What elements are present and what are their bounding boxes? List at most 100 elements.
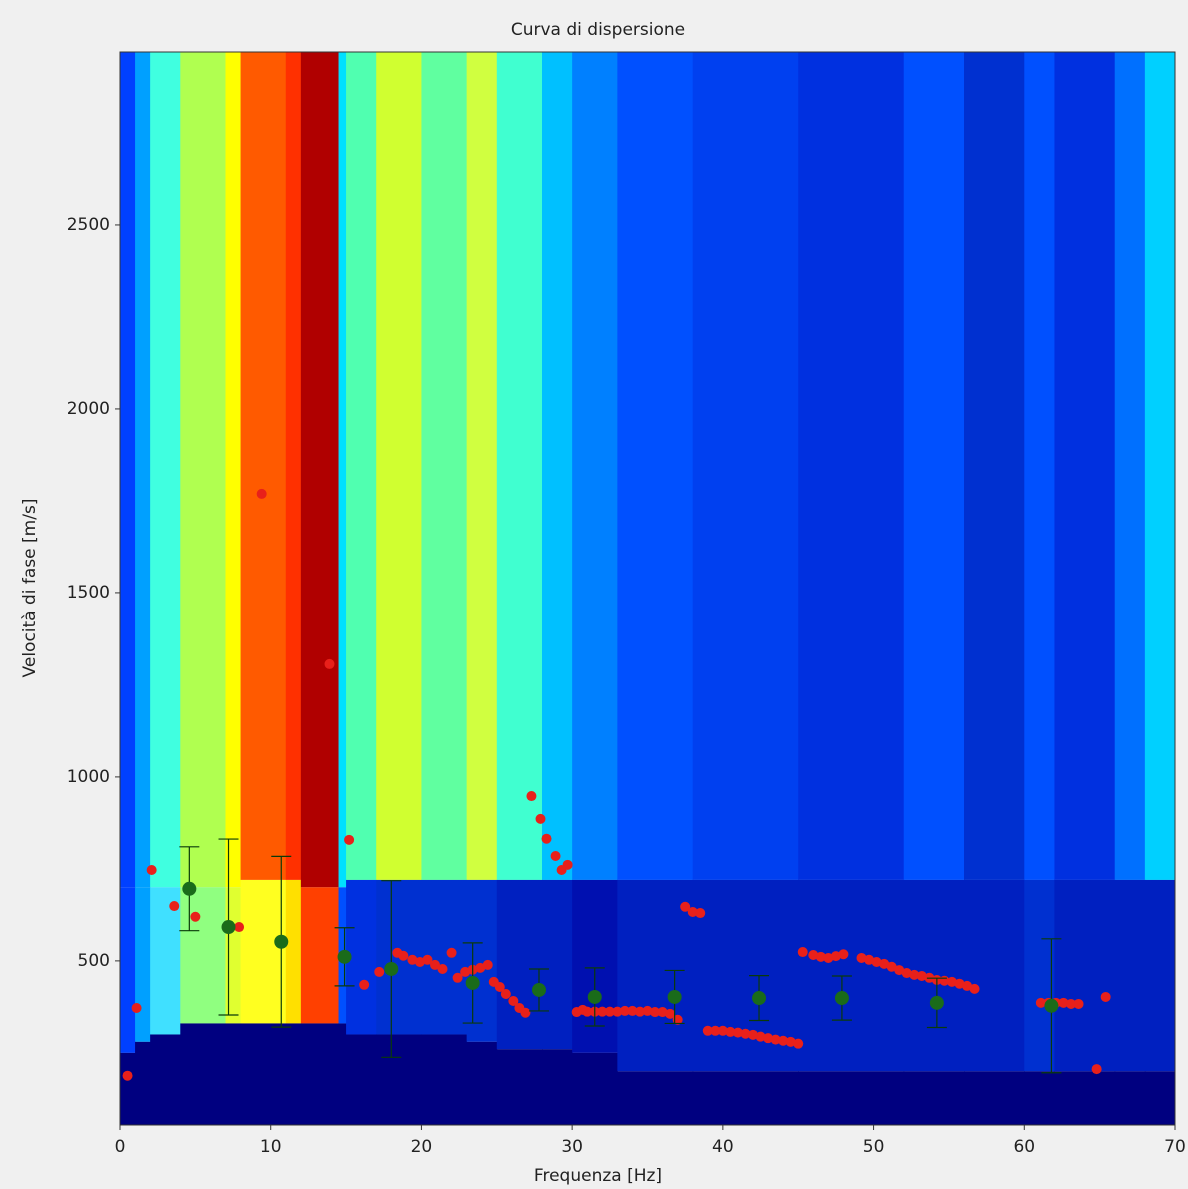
heatmap-top bbox=[338, 52, 347, 888]
picked-point bbox=[871, 956, 882, 967]
picked-point bbox=[437, 963, 448, 974]
heatmap-top bbox=[346, 52, 377, 880]
picked-point bbox=[732, 1027, 743, 1038]
picked-point bbox=[702, 1025, 713, 1036]
mean-point bbox=[587, 989, 602, 1004]
heatmap-base bbox=[135, 1041, 151, 1125]
heatmap-top bbox=[376, 52, 422, 880]
picked-point bbox=[414, 956, 425, 967]
picked-point bbox=[962, 980, 973, 991]
heatmap-top bbox=[120, 52, 136, 888]
heatmap-base bbox=[1114, 1071, 1146, 1125]
picked-point bbox=[475, 962, 486, 973]
x-tick-label: 50 bbox=[863, 1137, 885, 1157]
x-axis-label: Frequenza [Hz] bbox=[534, 1166, 662, 1186]
x-tick-label: 70 bbox=[1164, 1137, 1186, 1157]
picked-point bbox=[687, 906, 698, 917]
heatmap-base bbox=[1144, 1071, 1176, 1125]
picked-point bbox=[234, 922, 245, 933]
picked-point bbox=[398, 950, 409, 961]
picked-point bbox=[778, 1035, 789, 1046]
heatmap-top bbox=[903, 52, 965, 880]
heatmap-mid bbox=[240, 879, 287, 1024]
chart-title: Curva di dispersione bbox=[511, 20, 685, 40]
heatmap-top bbox=[572, 52, 618, 880]
picked-point bbox=[627, 1005, 638, 1016]
heatmap-base bbox=[338, 1023, 347, 1125]
y-axis-label: Velocità di fase [m/s] bbox=[20, 499, 40, 678]
picked-point bbox=[717, 1025, 728, 1036]
picked-point bbox=[954, 978, 965, 989]
picked-point bbox=[916, 970, 927, 981]
y-tick-label: 500 bbox=[78, 951, 110, 971]
picked-point bbox=[122, 1070, 133, 1081]
heatmap-mid bbox=[1114, 879, 1146, 1072]
picked-point bbox=[374, 966, 385, 977]
heatmap-mid bbox=[285, 879, 302, 1024]
heatmap-base bbox=[300, 1023, 340, 1125]
picked-point bbox=[634, 1006, 645, 1017]
heatmap-top bbox=[1024, 52, 1055, 880]
mean-point bbox=[752, 991, 767, 1006]
picked-point bbox=[642, 1005, 653, 1016]
heatmap-base bbox=[376, 1034, 422, 1125]
picked-point bbox=[535, 813, 546, 824]
y-tick-label: 2000 bbox=[67, 399, 110, 419]
heatmap-top bbox=[225, 52, 242, 888]
picked-point bbox=[604, 1006, 615, 1017]
picked-point bbox=[500, 989, 511, 1000]
heatmap-base bbox=[225, 1023, 242, 1125]
heatmap-mid bbox=[542, 879, 573, 1050]
heatmap-base bbox=[150, 1034, 181, 1125]
picked-point bbox=[710, 1025, 721, 1036]
mean-point bbox=[221, 920, 236, 935]
picked-point bbox=[763, 1033, 774, 1044]
heatmap-base bbox=[1054, 1071, 1116, 1125]
picked-point bbox=[452, 972, 463, 983]
heatmap-mid bbox=[617, 879, 694, 1072]
heatmap-top bbox=[1114, 52, 1146, 880]
picked-point bbox=[494, 982, 505, 993]
heatmap-base bbox=[617, 1071, 694, 1125]
heatmap-top bbox=[1144, 52, 1176, 880]
picked-point bbox=[407, 954, 418, 965]
heatmap-base bbox=[346, 1034, 377, 1125]
picked-point bbox=[886, 961, 897, 972]
heatmap-base bbox=[466, 1041, 498, 1125]
picked-point bbox=[324, 658, 335, 669]
y-tick-label: 2500 bbox=[67, 215, 110, 235]
x-tick-label: 10 bbox=[260, 1137, 282, 1157]
picked-point bbox=[482, 959, 493, 970]
heatmap-mid bbox=[300, 887, 340, 1024]
heatmap-top bbox=[421, 52, 468, 880]
picked-point bbox=[770, 1034, 781, 1045]
picked-point bbox=[359, 979, 370, 990]
heatmap-mid bbox=[135, 887, 151, 1042]
heatmap-mid bbox=[225, 887, 242, 1024]
heatmap-top bbox=[300, 52, 340, 888]
heatmap-base bbox=[496, 1049, 543, 1125]
mean-point bbox=[337, 949, 352, 964]
mean-point bbox=[834, 991, 849, 1006]
picked-point bbox=[508, 995, 519, 1006]
picked-point bbox=[901, 968, 912, 979]
heatmap-mid bbox=[572, 879, 618, 1053]
mean-point bbox=[384, 961, 399, 976]
heatmap-top bbox=[150, 52, 181, 888]
picked-point bbox=[446, 947, 457, 958]
heatmap-top bbox=[964, 52, 1025, 880]
picked-point bbox=[1066, 998, 1077, 1009]
picked-point bbox=[1091, 1064, 1102, 1075]
heatmap-mid bbox=[496, 879, 543, 1050]
heatmap-base bbox=[692, 1071, 799, 1125]
picked-point bbox=[740, 1028, 751, 1039]
picked-point bbox=[520, 1007, 531, 1018]
heatmap-mid bbox=[120, 887, 136, 1053]
heatmap-top bbox=[180, 52, 226, 888]
mean-point bbox=[929, 995, 944, 1010]
heatmap-top bbox=[617, 52, 694, 880]
plot-frame bbox=[119, 51, 1176, 1126]
picked-point bbox=[582, 1006, 593, 1017]
picked-point bbox=[793, 1038, 804, 1049]
picked-point bbox=[422, 954, 433, 965]
